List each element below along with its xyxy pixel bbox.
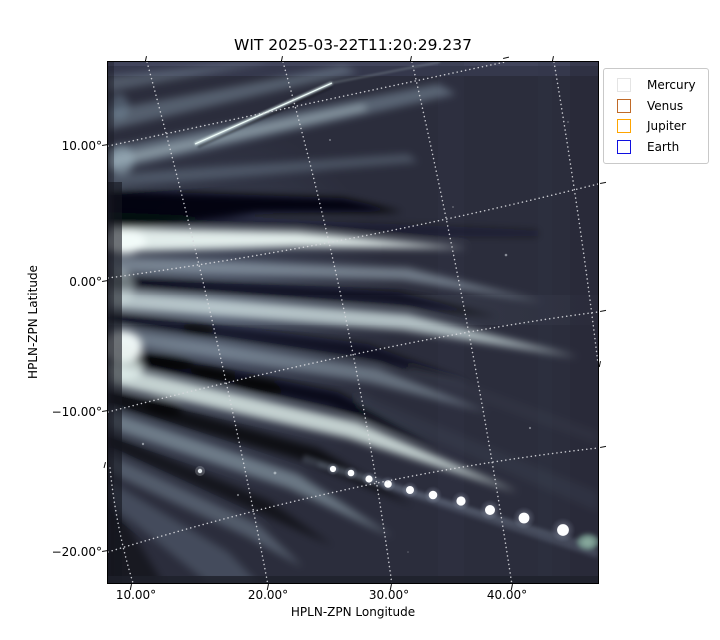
trail-dot xyxy=(485,505,495,515)
x-tick-label: 10.00° xyxy=(115,588,157,602)
y-tick-label: −20.00° xyxy=(51,545,102,559)
plot-area xyxy=(107,61,599,584)
coronal-streamer-art xyxy=(108,62,598,583)
graticule xyxy=(108,62,598,583)
gridline-lat-m10 xyxy=(108,311,598,413)
y-tick-label: 10.00° xyxy=(61,139,102,153)
trail-dot xyxy=(365,475,373,483)
x-tick-label: 40.00° xyxy=(486,588,528,602)
trail-dot xyxy=(347,469,355,477)
legend-item-venus: Venus xyxy=(617,96,696,117)
planet-trail xyxy=(301,454,598,558)
legend-item-jupiter: Jupiter xyxy=(617,116,696,137)
gridline-lat-0 xyxy=(108,183,598,279)
star xyxy=(195,466,205,476)
trail-dot xyxy=(518,512,530,524)
legend-swatch-jupiter xyxy=(617,119,631,134)
star xyxy=(567,121,569,123)
legend-swatch-mercury xyxy=(617,78,631,93)
legend-label: Earth xyxy=(647,139,680,154)
star xyxy=(329,139,331,141)
heliospheric-image xyxy=(108,62,598,583)
gridline-lon-40 xyxy=(411,62,513,583)
legend-item-mercury: Mercury xyxy=(617,75,696,96)
trail-dot xyxy=(384,480,392,488)
trail-dot xyxy=(406,486,414,494)
y-tick-label: 0.00° xyxy=(69,275,102,289)
trail-dot xyxy=(456,496,466,506)
legend-item-earth: Earth xyxy=(617,137,696,158)
y-tick-label: −10.00° xyxy=(51,405,102,419)
trail-dot xyxy=(557,524,569,536)
axis-tick xyxy=(599,310,606,313)
star xyxy=(504,253,508,257)
trail-dot xyxy=(428,490,438,500)
legend-label: Venus xyxy=(647,98,684,113)
gridline-lon-50 xyxy=(553,62,598,365)
legend-label: Mercury xyxy=(647,78,696,93)
trail-dot xyxy=(329,465,337,473)
legend: Mercury Venus Jupiter Earth xyxy=(603,68,709,164)
gridline-lat-10 xyxy=(108,62,506,147)
star xyxy=(528,426,532,430)
gridline-lat-m20 xyxy=(108,447,598,553)
star xyxy=(273,471,277,475)
axis-tick xyxy=(599,446,606,449)
plot-title: WIT 2025-03-22T11:20:29.237 xyxy=(234,36,472,54)
star xyxy=(197,468,203,474)
star-field xyxy=(141,121,569,553)
legend-swatch-earth xyxy=(617,139,631,154)
x-tick-label: 20.00° xyxy=(247,588,289,602)
legend-swatch-venus xyxy=(617,98,631,113)
axis-tick xyxy=(503,56,509,60)
star xyxy=(407,551,409,553)
gridline-lon-10 xyxy=(109,467,134,583)
x-tick-label: 30.00° xyxy=(368,588,410,602)
axis-tick xyxy=(103,462,106,468)
star xyxy=(452,206,454,208)
legend-label: Jupiter xyxy=(647,119,687,134)
trail-end-smudge xyxy=(582,537,594,547)
x-axis-label: HPLN-ZPN Longitude xyxy=(290,605,416,619)
axis-tick xyxy=(599,182,606,185)
star xyxy=(141,442,145,446)
star xyxy=(236,493,240,497)
